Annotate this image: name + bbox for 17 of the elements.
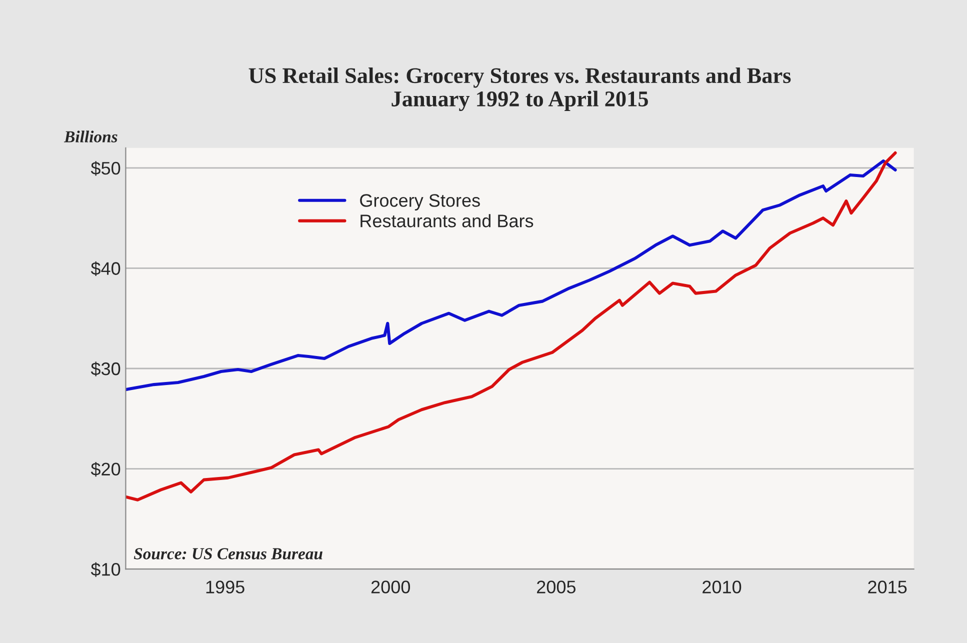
y-tick-label: $10 <box>90 562 120 577</box>
x-tick-label: 1995 <box>206 580 244 594</box>
line-series <box>126 159 897 392</box>
legend-label: Restaurants and Bars <box>360 214 534 228</box>
y-tick-label: $50 <box>90 161 120 176</box>
x-tick-label: 2010 <box>702 580 742 594</box>
x-tick-label: 2015 <box>868 580 907 594</box>
line-series <box>126 151 897 502</box>
x-tick-label: 2000 <box>371 580 410 594</box>
chart-title: US Retail Sales: Grocery Stores vs. Restaurants and Bars January 1992 to April 2015 <box>248 68 791 112</box>
annotation: Source: US Census Bureau <box>134 548 322 560</box>
legend-label: Grocery Stores <box>360 194 480 210</box>
y-tick-label: $20 <box>90 462 120 477</box>
y-tick-label: $40 <box>90 261 120 276</box>
y-tick-label: $30 <box>90 362 120 376</box>
y-axis-title: Billions <box>64 130 118 142</box>
x-tick-label: 2005 <box>537 580 576 594</box>
